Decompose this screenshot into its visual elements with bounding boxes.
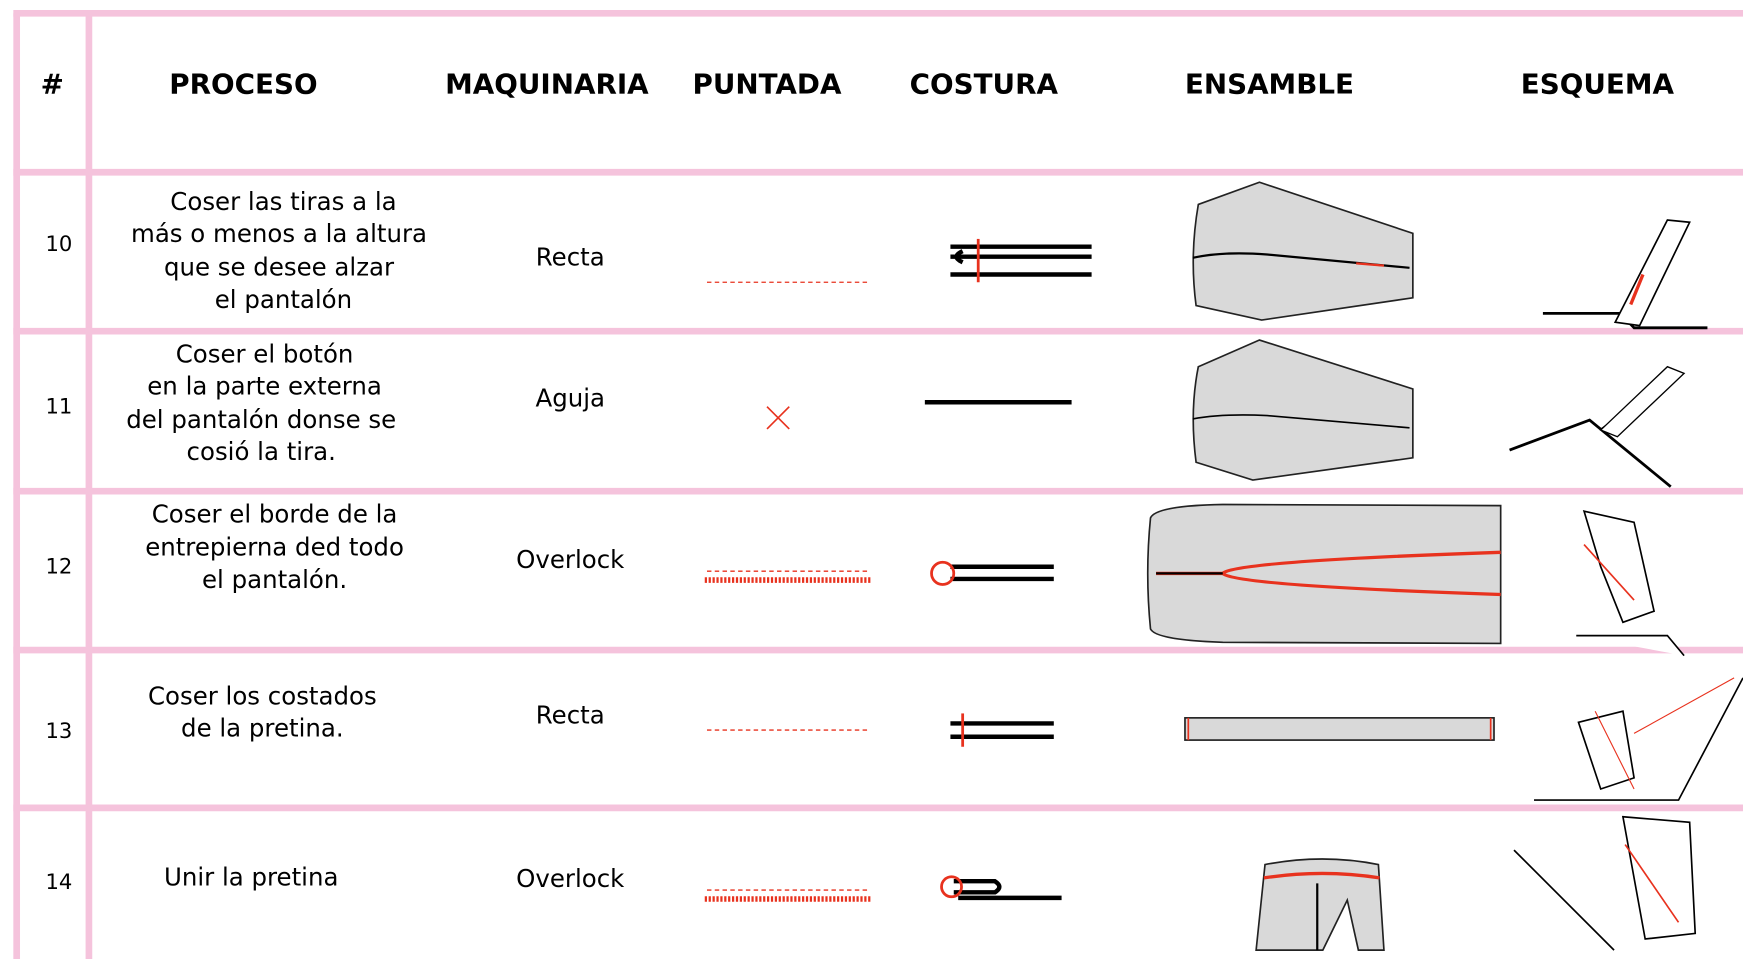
sketch xyxy=(1576,510,1685,657)
column-header: ENSAMBLE xyxy=(1185,67,1354,100)
pattern-seam xyxy=(1263,871,1380,880)
sketch xyxy=(1624,844,1680,923)
column-header: ESQUEMA xyxy=(1521,67,1675,100)
process-text: en la parte externa xyxy=(147,371,382,400)
seam xyxy=(950,721,1054,739)
sketch xyxy=(1613,219,1691,327)
row-number: 14 xyxy=(45,869,72,894)
pattern-seam xyxy=(1187,717,1492,741)
row-number: 12 xyxy=(45,553,72,578)
sketch xyxy=(1629,273,1645,306)
machine-text: Overlock xyxy=(516,864,625,893)
row-number: 11 xyxy=(45,393,72,418)
seam-mark xyxy=(930,560,956,586)
column-header: COSTURA xyxy=(910,67,1059,100)
machine-text: Recta xyxy=(536,700,605,729)
process-text: entrepierna ded todo xyxy=(145,533,404,562)
trouser xyxy=(1255,858,1385,951)
column-header: # xyxy=(41,67,64,100)
process-text: del pantalón donse se xyxy=(126,405,396,434)
process-text: el pantalón xyxy=(215,285,352,314)
process-text: Coser el botón xyxy=(176,339,354,368)
pattern-piece xyxy=(1146,503,1502,645)
sketch xyxy=(1594,677,1735,790)
process-text: cosió la tira. xyxy=(187,437,336,466)
seam-mark xyxy=(940,875,963,899)
process-text: Coser el borde de la xyxy=(152,499,398,528)
sketch xyxy=(1599,365,1686,438)
waistband xyxy=(1184,717,1495,741)
pattern-seam xyxy=(1192,414,1410,429)
seam xyxy=(953,878,1062,901)
process-text: de la pretina. xyxy=(181,714,344,743)
table-grid xyxy=(13,10,1743,959)
process-text: que se desee alzar xyxy=(164,253,395,282)
sketch xyxy=(1513,815,1697,951)
process-text: Coser las tiras a la xyxy=(170,187,396,216)
machine-text: Overlock xyxy=(516,545,625,574)
seam xyxy=(950,564,1054,582)
seam xyxy=(950,244,1092,277)
pattern-seam xyxy=(1156,550,1501,597)
process-text: más o menos a la altura xyxy=(131,219,427,248)
row-number: 10 xyxy=(45,231,72,256)
column-header: PUNTADA xyxy=(693,67,842,100)
column-header: PROCESO xyxy=(169,67,317,100)
process-text: Coser los costados xyxy=(148,682,377,711)
pattern-seam xyxy=(1192,252,1410,269)
machine-text: Recta xyxy=(536,243,605,272)
pattern-piece xyxy=(1192,181,1414,321)
sketch xyxy=(1534,677,1743,801)
pattern-mark xyxy=(1356,262,1385,267)
process-text: el pantalón. xyxy=(202,565,347,594)
pattern-piece xyxy=(1192,339,1414,481)
process-text: Unir la pretina xyxy=(164,863,338,892)
sketch xyxy=(1583,543,1635,601)
button-stitch xyxy=(766,406,790,430)
column-header: MAQUINARIA xyxy=(445,67,649,100)
machine-text: Aguja xyxy=(536,384,605,413)
row-number: 13 xyxy=(45,718,72,743)
